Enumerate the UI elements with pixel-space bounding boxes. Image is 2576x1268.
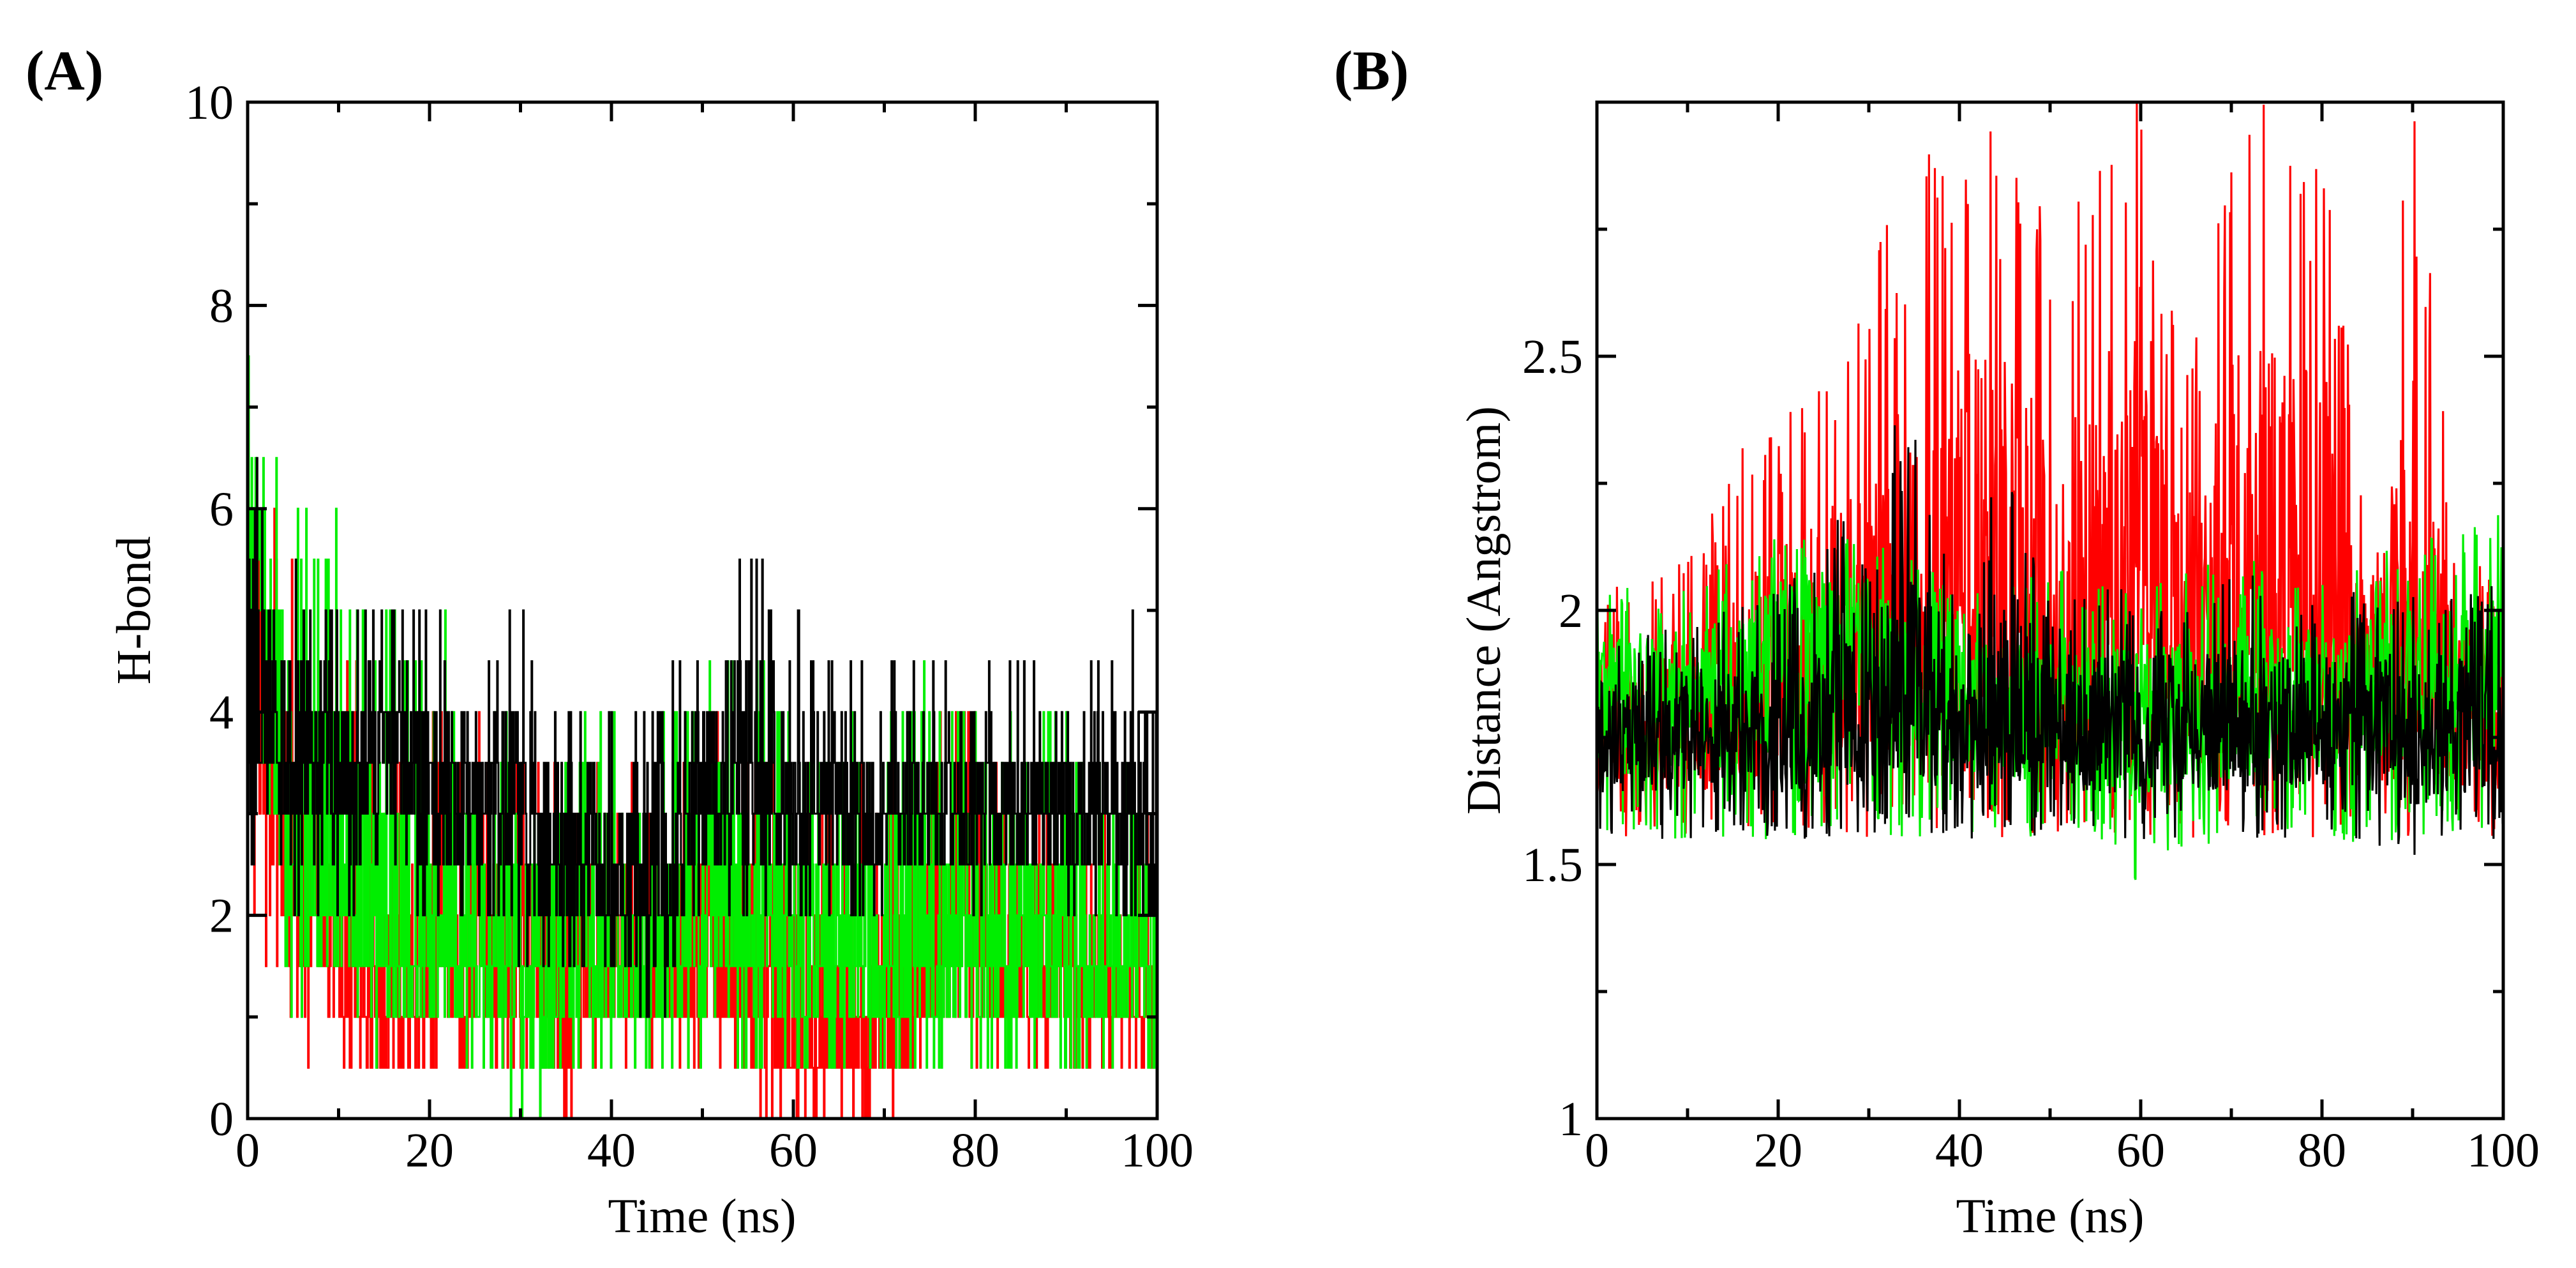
panel-a: (A) 0 20 40 60 80 100 0 2 4 6 8 10 Time (ns) H-bond: [26, 40, 1194, 1243]
panel-b-label: (B): [1334, 40, 1409, 102]
panel-b-x-axis-title: Time (ns): [1956, 1189, 2145, 1243]
panel-b: (B) 0 20 40 60 80 100 1 1.5 2 2.5 Time (ns) Dista…: [1334, 40, 2540, 1243]
panel-a-series: [246, 355, 1158, 1119]
panel-a-x-tick-label: 80: [951, 1124, 1000, 1177]
panel-a-y-tick-label: 6: [209, 483, 234, 536]
panel-b-x-tick-label: 80: [2298, 1124, 2346, 1177]
panel-a-ticks: 0 20 40 60 80 100 0 2 4 6 8 10: [185, 76, 1194, 1177]
panel-a-x-tick-label: 100: [1121, 1124, 1194, 1177]
panel-a-x-axis-title: Time (ns): [608, 1189, 797, 1243]
panel-a-x-tick-label: 20: [405, 1124, 454, 1177]
panel-b-x-tick-label: 60: [2116, 1124, 2165, 1177]
panel-a-y-axis-title: H-bond: [107, 536, 161, 684]
panel-a-series-black: [246, 457, 1158, 1018]
panel-b-y-tick-label: 2.5: [1522, 330, 1583, 384]
panel-b-series: [1596, 103, 2505, 880]
panel-b-y-axis-title: Distance (Angstrom): [1457, 406, 1511, 815]
panel-a-label: (A): [26, 40, 103, 102]
panel-b-y-tick-label: 1.5: [1522, 838, 1583, 892]
panel-a-y-tick-label: 8: [209, 279, 234, 333]
panel-a-x-tick-label: 0: [236, 1124, 260, 1177]
panel-b-y-tick-label: 1: [1559, 1092, 1583, 1146]
panel-a-y-tick-label: 10: [185, 76, 234, 130]
panel-a-y-tick-label: 0: [209, 1092, 234, 1146]
panel-b-x-tick-label: 100: [2467, 1124, 2540, 1177]
panel-a-y-tick-label: 4: [209, 686, 234, 739]
panel-b-series-black: [1596, 425, 2505, 855]
panel-b-x-tick-label: 40: [1935, 1124, 1984, 1177]
panel-b-y-tick-label: 2: [1559, 584, 1583, 638]
panel-a-y-tick-label: 2: [209, 889, 234, 943]
panel-b-ticks: 0 20 40 60 80 100 1 1.5 2 2.5: [1522, 102, 2540, 1177]
panel-b-x-tick-label: 20: [1754, 1124, 1802, 1177]
panel-a-x-tick-label: 60: [769, 1124, 818, 1177]
panel-a-x-tick-label: 40: [587, 1124, 636, 1177]
panel-b-x-tick-label: 0: [1585, 1124, 1609, 1177]
